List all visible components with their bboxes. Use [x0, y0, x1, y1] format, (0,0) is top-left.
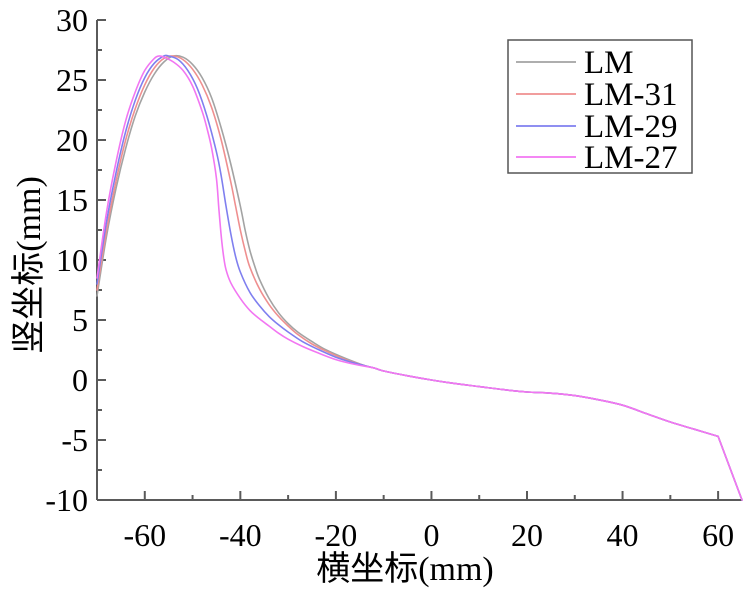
- x-tick-label: 60: [702, 517, 734, 553]
- x-tick-label: 0: [423, 517, 439, 553]
- y-tick-label: 20: [56, 122, 88, 158]
- x-tick-label: 20: [511, 517, 543, 553]
- x-tick-label: 40: [607, 517, 639, 553]
- y-tick-label: 30: [56, 2, 88, 38]
- legend-label-lm-27: LM-27: [584, 140, 678, 176]
- x-tick-label: -60: [123, 517, 166, 553]
- x-tick-label: -20: [315, 517, 358, 553]
- y-tick-label: 10: [56, 242, 88, 278]
- legend-label-lm-31: LM-31: [584, 77, 678, 113]
- legend-label-lm: LM: [584, 45, 634, 81]
- legend-label-lm-29: LM-29: [584, 109, 678, 145]
- y-tick-label: 5: [72, 302, 88, 338]
- x-axis-title: 横坐标(mm): [316, 550, 494, 588]
- series-line-lm-27: [96, 55, 743, 501]
- y-axis-title: 竖坐标(mm): [10, 176, 48, 354]
- y-tick-label: -5: [61, 422, 88, 458]
- y-tick-label: 15: [56, 182, 88, 218]
- axes: 30 25 20 15 10 5 0 -5 -10 -60 -40 -20 0 20 40 60: [45, 2, 742, 553]
- y-tick-label: 0: [72, 362, 88, 398]
- x-tick-label: -40: [219, 517, 262, 553]
- y-tick-label: 25: [56, 62, 88, 98]
- y-tick-label: -10: [45, 482, 88, 518]
- series-layer: [96, 54, 743, 501]
- legend-box: [507, 39, 693, 174]
